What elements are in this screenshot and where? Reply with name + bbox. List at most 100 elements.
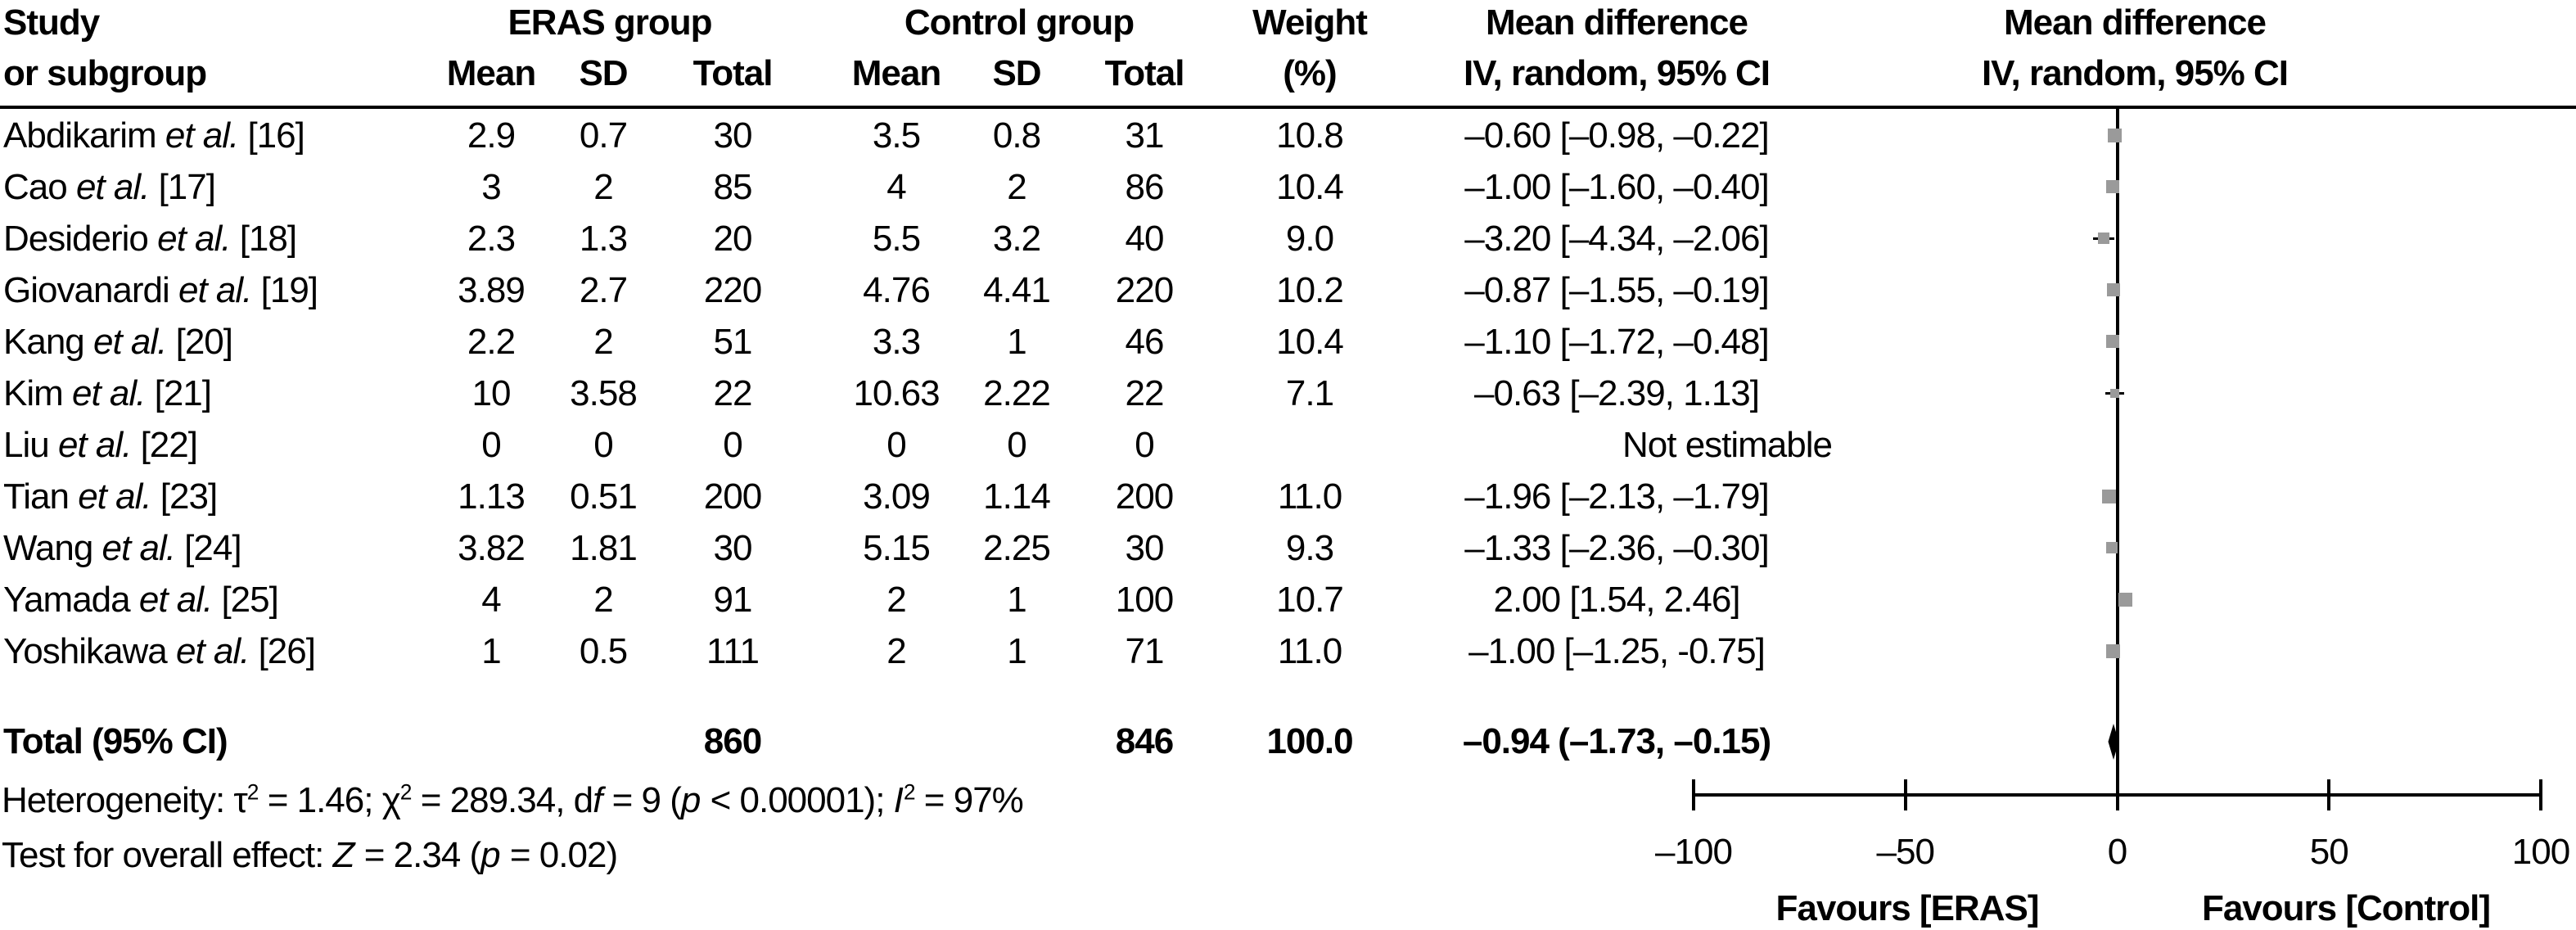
table-row: Desiderio et al. [18] 2.3 1.3 20 5.5 3.2… — [0, 213, 2576, 264]
study-name: Liu — [3, 424, 58, 465]
eras-sd-value: 3.58 — [570, 372, 638, 413]
eras-mean-value: 3 — [481, 166, 502, 207]
md-ci-text: –1.96 [–2.13, –1.79] — [1464, 476, 1769, 517]
total-eras-total: 860 — [703, 720, 762, 761]
table-row: Tian et al. [23] 1.13 0.51 200 3.09 1.14… — [0, 471, 2576, 522]
study-ref: [21] — [145, 372, 212, 413]
weight-value: 11.0 — [1277, 630, 1342, 671]
text-segment: I — [893, 780, 904, 820]
header-weight: Weight — [1252, 2, 1368, 43]
study-name: Tian — [3, 476, 79, 517]
control-mean-value: 0 — [886, 424, 907, 465]
text-segment: 2 — [399, 779, 413, 805]
eras-mean-value: 4 — [481, 579, 502, 620]
header-study: Study — [3, 2, 100, 43]
x-axis-tick-label: 100 — [2511, 832, 2570, 872]
control-mean-value: 5.15 — [863, 527, 931, 568]
eras-mean-value: 3.82 — [458, 527, 526, 568]
study-name: Abdikarim — [3, 115, 165, 156]
md-ci-text: –0.63 [–2.39, 1.13] — [1474, 372, 1760, 413]
study-ref: [18] — [230, 218, 297, 259]
eras-mean-value: 1.13 — [458, 476, 526, 517]
eras-sd-value: 2 — [593, 166, 614, 207]
heterogeneity-note: Heterogeneity: τ2 = 1.46; χ2 = 289.34, d… — [2, 777, 1024, 824]
effect-square — [2101, 489, 2116, 503]
x-axis-tick — [2539, 779, 2542, 810]
text-segment: Z — [332, 835, 355, 875]
header-mean-difference-plot: Mean difference — [2004, 2, 2267, 43]
text-segment: 2 — [903, 779, 916, 805]
x-axis-tick-label: 50 — [2309, 832, 2349, 872]
control-total-value: 71 — [1125, 630, 1165, 671]
x-axis-tick — [1903, 779, 1907, 810]
control-total-value: 22 — [1125, 372, 1165, 413]
control-sd-value: 0.8 — [992, 115, 1041, 156]
control-total-value: 0 — [1135, 424, 1155, 465]
eras-total-value: 20 — [713, 218, 753, 259]
table-row: Abdikarim et al. [16] 2.9 0.7 30 3.5 0.8… — [0, 110, 2576, 161]
text-segment: 2 — [246, 779, 259, 805]
control-total-value: 200 — [1115, 476, 1174, 517]
text-segment: Test for overall effect: — [2, 835, 333, 875]
control-total-value: 86 — [1125, 166, 1165, 207]
table-row: Giovanardi et al. [19] 3.89 2.7 220 4.76… — [0, 264, 2576, 316]
study-name: Desiderio — [3, 218, 158, 259]
study-label: Cao et al. [17] — [3, 161, 216, 213]
study-label: Tian et al. [23] — [3, 471, 218, 522]
control-total-value: 220 — [1115, 269, 1174, 310]
control-mean-value: 10.63 — [853, 372, 940, 413]
study-ref: [25] — [212, 579, 278, 620]
control-sd-value: 1 — [1007, 321, 1027, 362]
control-total-value: 30 — [1125, 527, 1165, 568]
text-segment: Heterogeneity: τ — [2, 780, 248, 820]
control-mean-value: 5.5 — [872, 218, 921, 259]
favours-right-label: Favours [Control] — [2201, 888, 2491, 928]
study-ref: [20] — [166, 321, 233, 362]
study-etal: et al. — [175, 630, 250, 671]
table-row: Cao et al. [17] 3 2 85 4 2 86 10.4 –1.00… — [0, 161, 2576, 213]
study-ref: [24] — [174, 527, 241, 568]
control-total-value: 31 — [1125, 115, 1165, 156]
eras-sd-value: 0 — [593, 424, 614, 465]
study-etal: et al. — [157, 218, 231, 259]
study-ref: [22] — [131, 424, 198, 465]
study-etal: et al. — [72, 372, 146, 413]
text-segment: f — [593, 780, 603, 820]
md-ci-text: –1.00 [–1.60, –0.40] — [1464, 166, 1769, 207]
header-mean-difference-column: Mean difference — [1486, 2, 1748, 43]
header-control-group: Control group — [904, 2, 1135, 43]
control-mean-value: 3.5 — [872, 115, 921, 156]
study-name: Yamada — [3, 579, 139, 620]
eras-sd-value: 2 — [593, 321, 614, 362]
eras-sd-value: 2.7 — [579, 269, 628, 310]
study-name: Kang — [3, 321, 93, 362]
study-ref: [16] — [238, 115, 305, 156]
effect-square — [2106, 283, 2120, 296]
eras-mean-value: 10 — [471, 372, 512, 413]
control-mean-value: 3.09 — [863, 476, 931, 517]
eras-sd-value: 0.5 — [579, 630, 628, 671]
study-name: Cao — [3, 166, 76, 207]
study-label: Yoshikawa et al. [26] — [3, 625, 316, 677]
x-axis-tick — [2327, 779, 2331, 810]
header-control-sd: SD — [992, 53, 1041, 93]
header-eras-group: ERAS group — [508, 2, 712, 43]
eras-mean-value: 2.2 — [467, 321, 516, 362]
weight-value: 9.0 — [1285, 218, 1334, 259]
control-mean-value: 2 — [886, 579, 907, 620]
effect-square — [2105, 335, 2119, 348]
study-etal: et al. — [138, 579, 213, 620]
control-mean-value: 4.76 — [863, 269, 931, 310]
table-row: Yoshikawa et al. [26] 1 0.5 111 2 1 71 1… — [0, 625, 2576, 677]
control-sd-value: 0 — [1007, 424, 1027, 465]
eras-mean-value: 2.9 — [467, 115, 516, 156]
study-name: Giovanardi — [3, 269, 179, 310]
study-name: Yoshikawa — [3, 630, 176, 671]
study-ref: [17] — [149, 166, 216, 207]
text-segment: = 1.46; χ — [258, 780, 401, 820]
text-segment: = 2.34 ( — [354, 835, 481, 875]
eras-total-value: 111 — [706, 630, 760, 671]
md-ci-text: –3.20 [–4.34, –2.06] — [1464, 218, 1769, 259]
control-total-value: 40 — [1125, 218, 1165, 259]
weight-value: 10.4 — [1276, 166, 1344, 207]
